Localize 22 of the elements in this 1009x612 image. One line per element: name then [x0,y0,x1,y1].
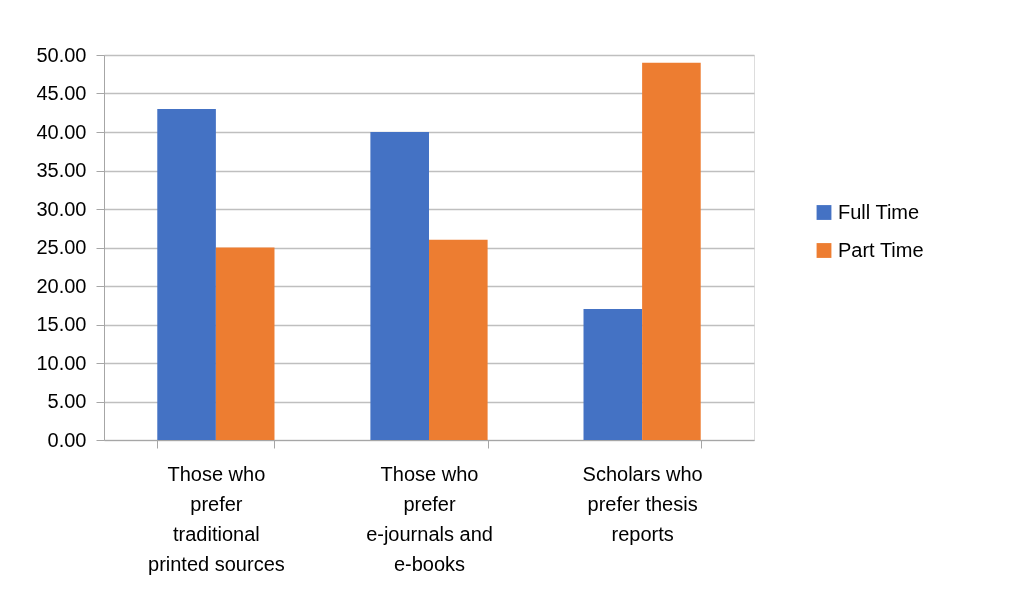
y-tick-label: 0.00 [47,428,87,451]
bar [157,108,216,440]
bar [370,132,429,440]
x-tick-label: Scholars who prefer thesis reports [582,462,703,545]
bar [642,62,701,440]
y-tick-label: 30.00 [36,197,87,220]
y-tick-label: 50.00 [36,43,87,66]
bar [583,309,643,440]
y-tick-label: 10.00 [36,351,87,374]
y-tick-label: 20.00 [36,274,87,297]
y-tick-label: 40.00 [36,120,87,143]
y-tick-label: 15.00 [36,313,87,335]
x-tick-label: Those who prefer traditional printed sources [148,462,285,575]
legend-label: Full Time [838,200,920,223]
legend-label: Part Time [838,238,924,261]
y-tick-label: 5.00 [47,390,87,412]
bar [215,247,275,440]
bar [429,239,488,440]
x-tick-label: Those who prefer e-journals and e-books [366,462,493,575]
y-tick-label: 35.00 [36,159,87,181]
y-tick-label: 25.00 [36,236,87,258]
y-tick-label: 45.00 [36,82,87,104]
